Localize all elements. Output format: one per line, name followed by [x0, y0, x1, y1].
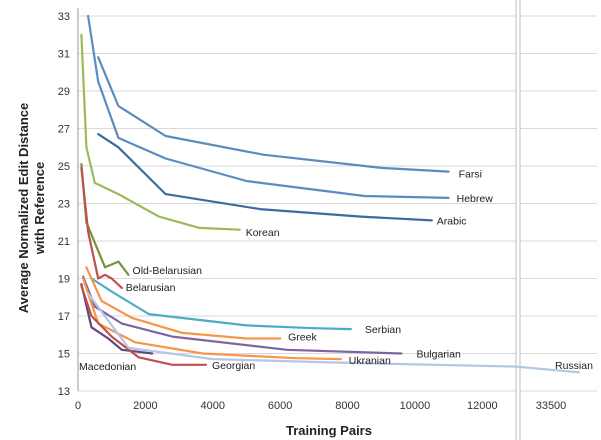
- gridlines: [77, 0, 597, 440]
- series-label-macedonian: Macedonian: [79, 361, 136, 373]
- y-axis-title: Average Normalized Edit Distance with Re…: [16, 103, 47, 313]
- x-tick-label-extra: 33500: [536, 400, 567, 412]
- series-label-belarusian: Belarusian: [126, 282, 176, 294]
- y-tick-label: 13: [58, 386, 70, 398]
- series-label-korean: Korean: [246, 227, 280, 239]
- x-tick-label: 4000: [201, 400, 225, 412]
- series-line-ukranian: [82, 277, 342, 361]
- series-line-serbian: [90, 277, 352, 331]
- series-label-arabic: Arabic: [437, 215, 467, 227]
- y-tick-label: 29: [58, 86, 70, 98]
- series-label-farsi: Farsi: [459, 169, 482, 181]
- y-tick-label: 15: [58, 349, 70, 361]
- series-label-greek: Greek: [288, 332, 317, 344]
- x-axis-title: Training Pairs: [286, 423, 372, 438]
- y-axis-title-line-1: Average Normalized Edit Distance: [16, 103, 31, 313]
- x-tick-label: 12000: [467, 400, 498, 412]
- series-labels: Hebrew Farsi Arabic Korean Old-Belarusian Bel…: [79, 169, 593, 373]
- series-label-georgian: Georgian: [212, 360, 255, 372]
- x-tick-label: 2000: [133, 400, 157, 412]
- y-tick-label: 17: [58, 311, 70, 323]
- series-label-ukranian: Ukranian: [349, 355, 391, 367]
- series-line-arabic: [97, 133, 433, 222]
- series-line-belarusian: [80, 166, 123, 289]
- axis-ticks: 13 15 17 19 21 23 25 27 29 31 33 0 2000 4000 6000 8000 1…: [58, 11, 567, 412]
- series-line-korean: [80, 33, 241, 231]
- y-tick-label: 27: [58, 124, 70, 136]
- series-line-old-belarusian: [80, 163, 130, 276]
- y-tick-label: 25: [58, 161, 70, 173]
- series-lines: [80, 14, 581, 374]
- series-label-serbian: Serbian: [365, 324, 401, 336]
- y-tick-label: 19: [58, 274, 70, 286]
- series-line-greek: [85, 266, 282, 340]
- y-axis-title-line-2: with Reference: [32, 162, 47, 255]
- y-tick-label: 23: [58, 199, 70, 211]
- series-line-hebrew: [87, 14, 450, 199]
- series-line-farsi: [97, 56, 450, 173]
- series-line-georgian: [80, 284, 208, 366]
- series-label-russian: Russian: [555, 360, 593, 372]
- y-tick-label: 31: [58, 49, 70, 61]
- y-tick-label: 33: [58, 11, 70, 23]
- y-tick-label: 21: [58, 236, 70, 248]
- series-label-bulgarian: Bulgarian: [416, 349, 461, 361]
- x-tick-label: 10000: [400, 400, 431, 412]
- x-tick-label: 8000: [335, 400, 359, 412]
- x-tick-label: 0: [75, 400, 81, 412]
- x-tick-label: 6000: [268, 400, 292, 412]
- series-label-old-belarusian: Old-Belarusian: [133, 265, 203, 277]
- series-line-russian: [87, 292, 581, 374]
- series-label-hebrew: Hebrew: [457, 193, 494, 205]
